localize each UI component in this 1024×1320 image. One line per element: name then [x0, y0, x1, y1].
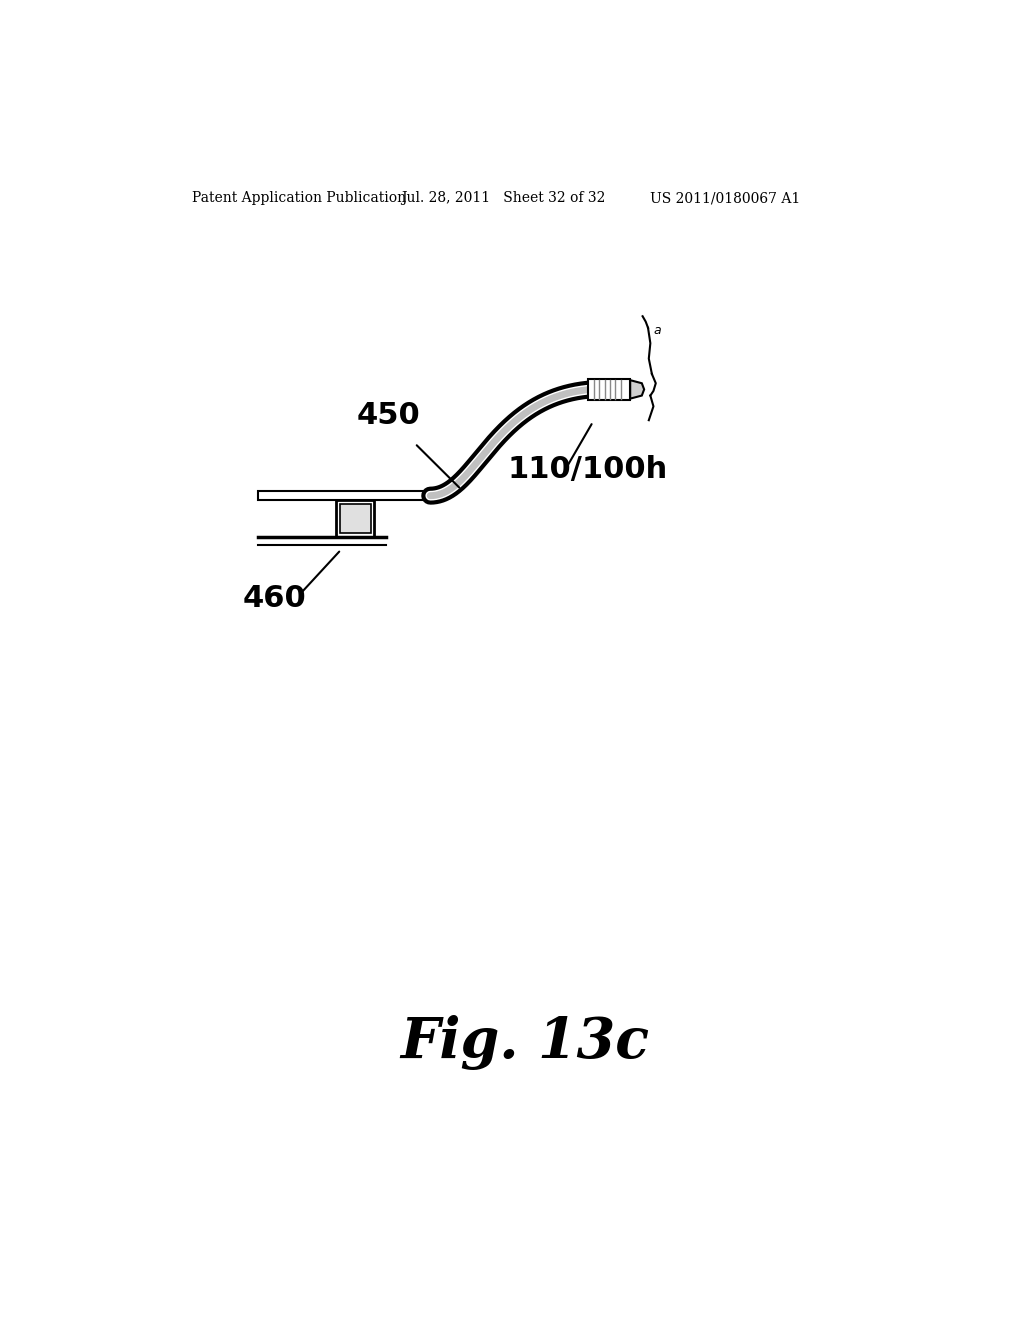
Bar — [340, 504, 371, 533]
Bar — [258, 491, 430, 500]
Text: Patent Application Publication: Patent Application Publication — [191, 191, 406, 206]
Text: 110/100h: 110/100h — [508, 455, 668, 484]
Text: Jul. 28, 2011   Sheet 32 of 32: Jul. 28, 2011 Sheet 32 of 32 — [400, 191, 605, 206]
Bar — [588, 379, 630, 400]
Text: Fig. 13c: Fig. 13c — [400, 1015, 649, 1069]
Bar — [336, 500, 375, 537]
Text: a: a — [653, 323, 662, 337]
Text: 450: 450 — [356, 401, 421, 430]
Polygon shape — [630, 380, 644, 399]
Text: US 2011/0180067 A1: US 2011/0180067 A1 — [649, 191, 800, 206]
Text: 460: 460 — [243, 583, 306, 612]
